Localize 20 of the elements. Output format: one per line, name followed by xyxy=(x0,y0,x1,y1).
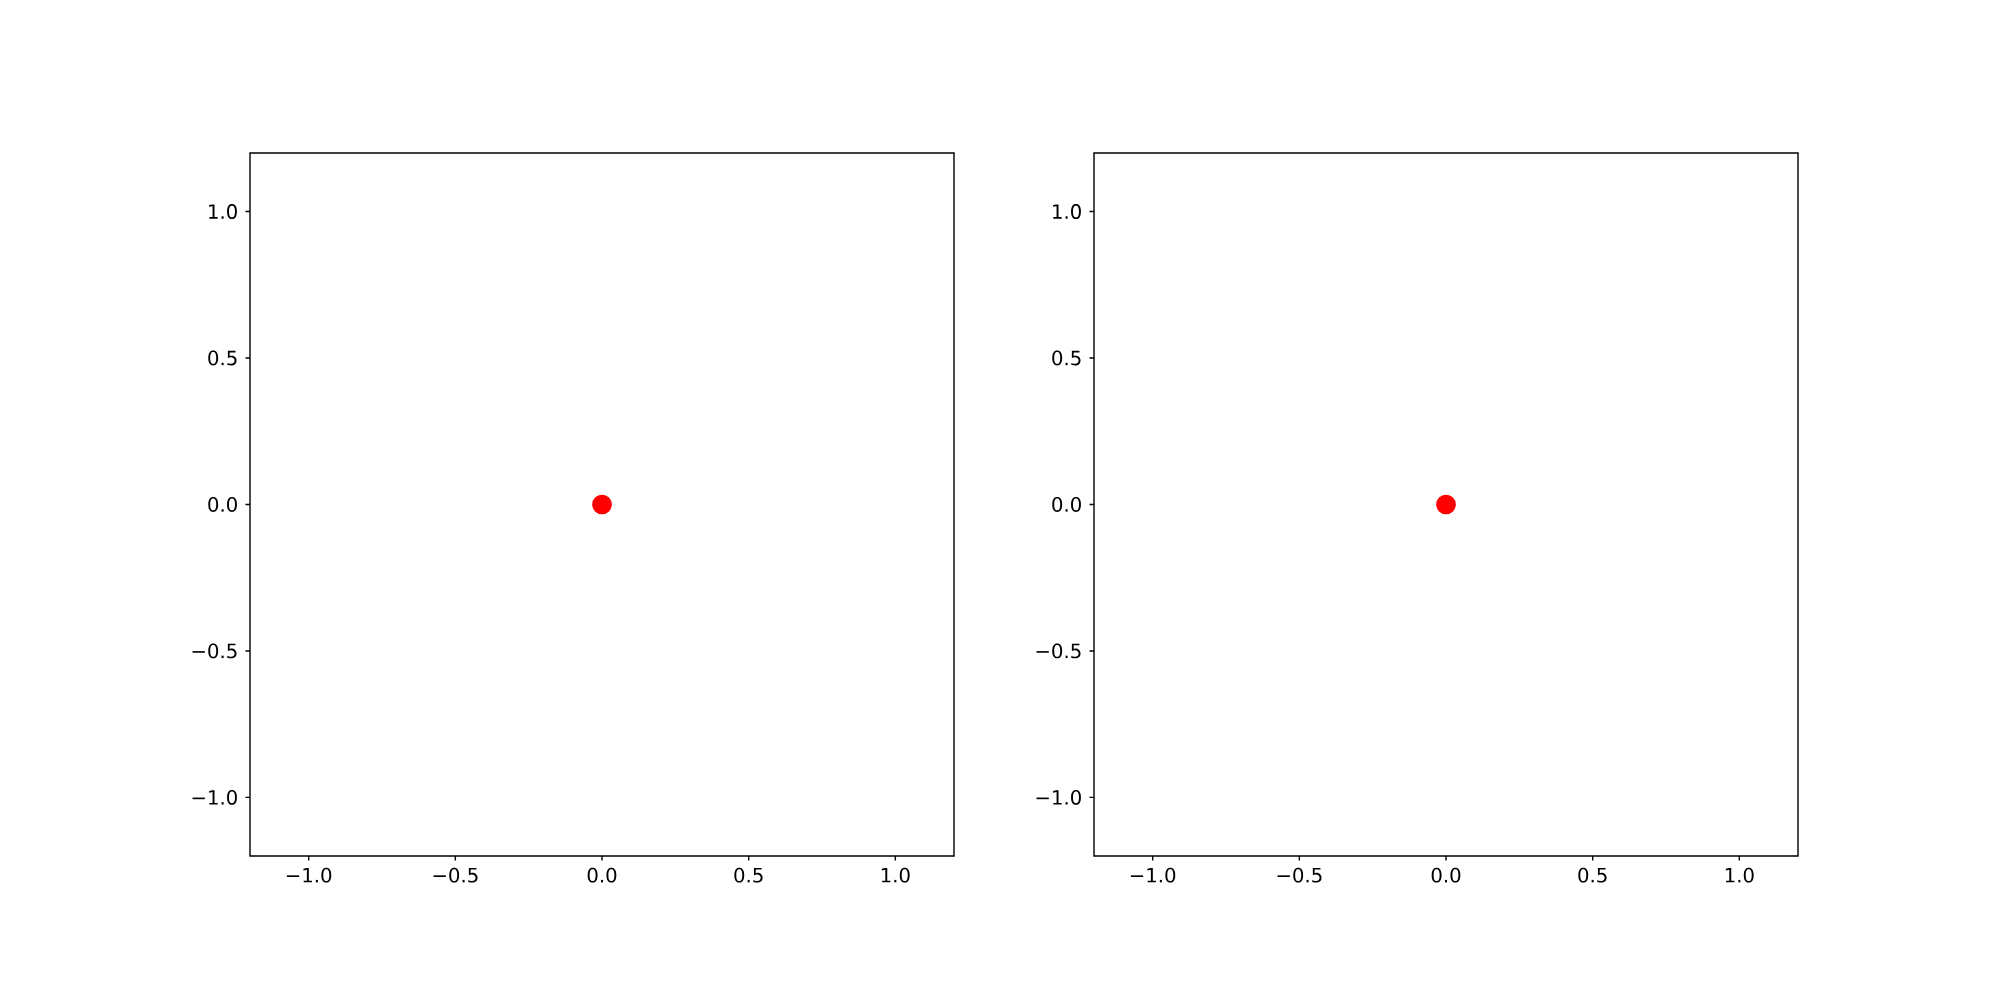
x-tick-label: 1.0 xyxy=(1725,867,1754,883)
y-tick-label: 0.0 xyxy=(208,497,237,512)
y-tick-label: 0.5 xyxy=(1052,350,1081,366)
y-tick-label: −1.0 xyxy=(192,789,237,805)
y-tick-label: −0.5 xyxy=(192,643,237,659)
x-tick-label: −1.0 xyxy=(286,867,332,883)
y-tick-label: 0.0 xyxy=(1052,497,1081,512)
y-tick-label: 1.0 xyxy=(1053,204,1081,220)
x-tick-label: 0.5 xyxy=(1578,867,1607,883)
x-tick-label: 1.0 xyxy=(881,867,910,883)
y-tick-label: −0.5 xyxy=(1036,643,1081,659)
x-tick-label: −0.5 xyxy=(433,867,478,883)
y-tick-label: −1.0 xyxy=(1036,789,1081,805)
y-tick-label: 1.0 xyxy=(209,204,237,220)
x-tick-label: 0.0 xyxy=(587,867,617,883)
x-tick-label: 0.5 xyxy=(734,867,763,883)
x-tick-label: −0.5 xyxy=(1277,867,1322,883)
x-tick-label: −1.0 xyxy=(1130,867,1176,883)
y-tick-label: 0.5 xyxy=(208,350,237,366)
x-tick-label: 0.0 xyxy=(1431,867,1461,883)
